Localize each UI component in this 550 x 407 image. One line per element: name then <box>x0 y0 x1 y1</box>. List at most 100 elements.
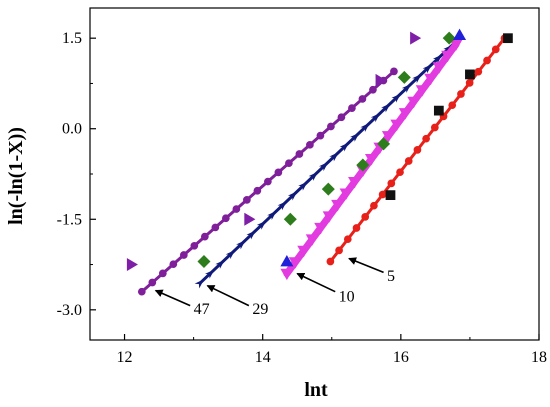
annotation-label-47: 47 <box>194 301 210 318</box>
y-tick-label: -3.0 <box>57 302 82 319</box>
fit-marker-29 <box>225 249 236 260</box>
fit-lines <box>137 34 509 296</box>
annotation-arrow-47 <box>154 289 191 307</box>
fit-marker-10 <box>314 222 328 235</box>
fit-marker-5 <box>404 157 413 165</box>
fit-marker-5 <box>413 146 422 154</box>
fit-marker-29 <box>422 64 433 74</box>
data-point-29 <box>442 31 456 45</box>
fit-marker-29 <box>412 73 422 84</box>
data-point-47 <box>375 73 387 87</box>
fit-marker-29 <box>350 132 360 142</box>
fit-marker-5 <box>335 246 343 255</box>
fit-marker-29 <box>236 240 246 250</box>
fit-marker-5 <box>343 235 352 244</box>
fit-marker-10 <box>449 39 463 51</box>
fit-marker-10 <box>381 131 395 143</box>
data-point-5 <box>433 105 444 116</box>
fit-marker-10 <box>297 245 311 258</box>
fit-marker-47 <box>148 278 157 287</box>
fit-marker-47 <box>211 223 220 232</box>
fit-marker-47 <box>327 122 335 131</box>
fit-marker-10 <box>348 176 362 189</box>
fit-marker-47 <box>348 104 356 112</box>
fit-marker-5 <box>378 190 387 199</box>
fit-marker-5 <box>396 168 404 177</box>
data-point-29 <box>321 182 335 196</box>
fit-marker-47 <box>243 196 251 204</box>
fit-marker-29 <box>401 83 412 93</box>
fit-marker-29 <box>194 279 205 289</box>
fit-marker-29 <box>329 152 339 162</box>
fit-marker-29 <box>215 259 225 269</box>
fit-marker-29 <box>308 171 319 181</box>
fit-marker-47 <box>137 287 146 296</box>
fit-marker-29 <box>360 122 370 132</box>
fit-marker-47 <box>190 241 199 250</box>
annotation-arrow-10 <box>296 272 336 293</box>
fit-marker-29 <box>432 54 443 64</box>
fit-marker-47 <box>295 150 304 158</box>
data-point-10 <box>453 28 467 41</box>
annotation-label-10: 10 <box>339 288 355 305</box>
annotation-label-5: 5 <box>387 268 395 285</box>
data-point-29 <box>397 70 411 84</box>
fit-marker-10 <box>305 234 319 246</box>
fit-marker-47 <box>369 85 377 94</box>
fit-marker-29 <box>256 220 267 230</box>
fit-marker-10 <box>280 268 294 281</box>
fit-marker-10 <box>322 211 336 223</box>
data-point-47 <box>410 31 422 45</box>
fit-marker-5 <box>448 101 457 110</box>
fit-marker-5 <box>483 56 491 65</box>
fit-marker-10 <box>390 119 404 132</box>
fit-marker-5 <box>465 79 474 87</box>
y-tick-label: 1.5 <box>62 30 82 47</box>
fit-marker-29 <box>381 103 391 113</box>
annotation-label-29: 29 <box>252 301 268 318</box>
annotations: 47 29 10 5 <box>154 257 395 318</box>
fit-marker-29 <box>391 93 401 103</box>
fit-marker-10 <box>407 96 421 109</box>
data-point-29 <box>356 158 370 172</box>
fit-marker-47 <box>274 168 283 177</box>
annotation-arrow-5 <box>348 257 384 274</box>
fit-marker-10 <box>432 62 446 74</box>
fit-marker-5 <box>491 45 500 54</box>
fit-marker-10 <box>288 257 302 269</box>
data-point-29 <box>197 255 211 269</box>
fit-marker-47 <box>232 205 241 213</box>
data-point-29 <box>283 212 297 226</box>
fit-marker-47 <box>253 186 262 195</box>
x-tick-label: 14 <box>255 349 271 366</box>
fit-marker-5 <box>474 67 483 76</box>
fit-marker-5 <box>457 90 465 98</box>
fit-marker-5 <box>370 201 378 210</box>
x-axis-title: lnt <box>304 379 328 401</box>
fit-marker-10 <box>441 50 455 63</box>
data-point-10 <box>280 255 294 267</box>
fit-marker-47 <box>316 131 325 140</box>
fit-marker-5 <box>422 134 430 143</box>
data-point-5 <box>385 190 396 201</box>
fit-marker-29 <box>339 142 350 152</box>
axis-ticks: 12 14 16 18 -3.0 -1.5 0.0 1.5 <box>57 30 547 366</box>
fit-marker-10 <box>398 108 412 120</box>
fit-marker-10 <box>415 85 429 97</box>
fit-marker-5 <box>387 179 396 188</box>
fit-marker-10 <box>331 199 345 212</box>
fit-marker-47 <box>264 177 272 186</box>
fit-marker-29 <box>267 210 277 220</box>
fit-marker-29 <box>287 191 298 201</box>
fit-marker-47 <box>200 232 209 241</box>
fit-marker-47 <box>179 251 188 259</box>
x-tick-label: 18 <box>531 349 547 366</box>
fit-marker-29 <box>277 201 288 211</box>
fit-marker-47 <box>158 269 167 278</box>
data-point-29 <box>377 137 391 151</box>
y-tick-label: -1.5 <box>57 211 82 228</box>
data-point-47 <box>126 258 138 272</box>
x-tick-label: 12 <box>117 349 133 366</box>
fit-marker-5 <box>326 257 335 266</box>
